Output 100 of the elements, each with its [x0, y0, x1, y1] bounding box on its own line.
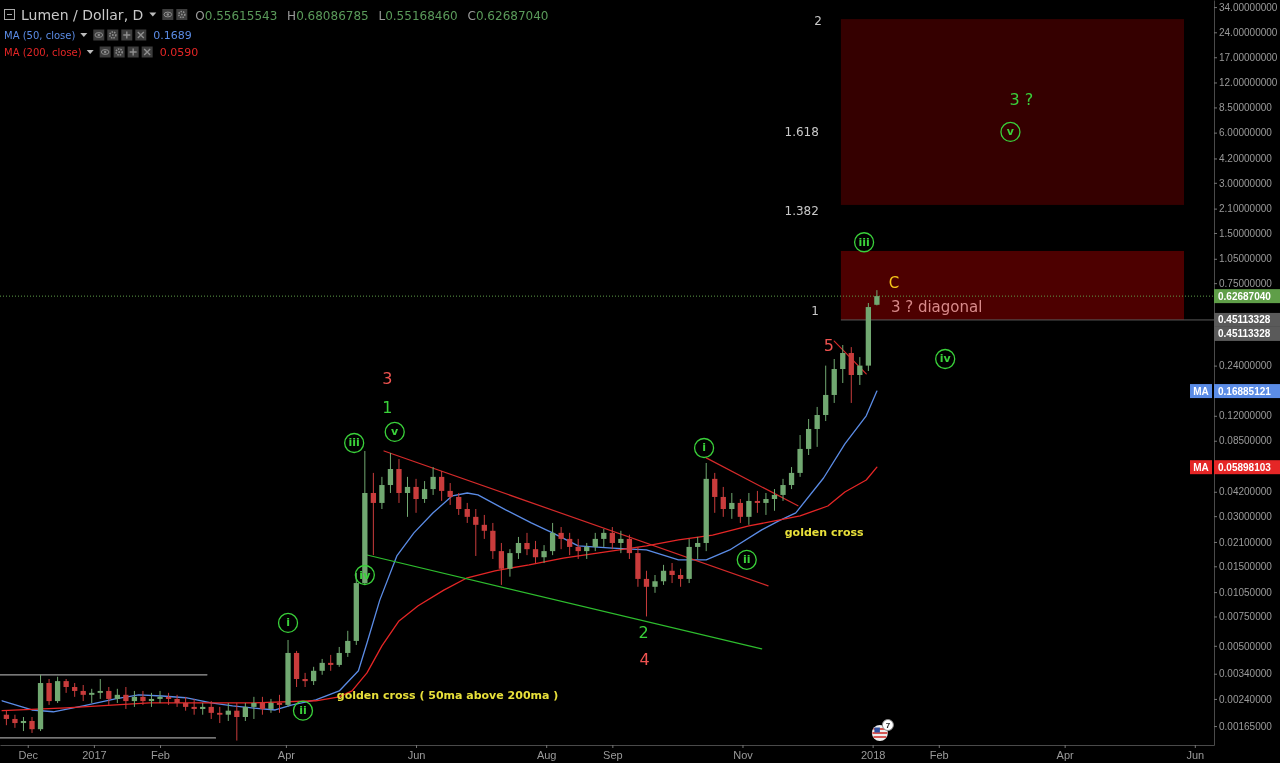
x-tick-label: Sep	[603, 748, 623, 761]
annotation: 0.0590	[159, 45, 199, 59]
y-tick-label: 24.00000000	[1219, 27, 1278, 38]
annotation: 4	[639, 649, 650, 669]
candlestick	[805, 418, 812, 456]
chart-title: Lumen / Dollar, D	[21, 6, 144, 23]
candlestick	[54, 676, 61, 704]
y-tick-label: 34.00000000	[1219, 1, 1278, 13]
y-tick-label: 0.08500000	[1219, 435, 1273, 447]
x-tick-label: Apr	[277, 748, 296, 761]
y-tick-label: 12.00000000	[1219, 77, 1278, 89]
y-tick-label: 0.01500000	[1219, 560, 1273, 572]
annotation: ii	[742, 553, 751, 567]
text: 0.45113328	[1218, 328, 1271, 340]
candlestick	[652, 574, 658, 594]
text: MA (50, close)	[4, 29, 76, 41]
candlestick	[174, 694, 180, 708]
candlestick	[97, 678, 103, 700]
annotation: i	[702, 441, 706, 455]
candlestick	[473, 508, 479, 557]
candlestick	[814, 406, 820, 448]
candlestick	[370, 472, 377, 556]
x-tick-label: Apr	[1056, 748, 1075, 761]
candlestick	[302, 672, 308, 688]
x-tick-label: 2017	[82, 748, 107, 761]
annotation: C	[888, 274, 900, 293]
candlestick	[345, 630, 351, 658]
annotation: golden cross ( 50ma above 200ma )	[336, 689, 559, 703]
y-tick-label: 4.20000000	[1219, 153, 1273, 165]
x-tick-label: Jun	[1186, 748, 1205, 761]
annotation: 1.618	[784, 125, 819, 140]
y-tick-label: 8.50000000	[1219, 102, 1273, 114]
x-tick-label: Nov	[733, 748, 754, 761]
y-tick-label: 0.00340000	[1219, 668, 1273, 680]
ref-line-label: 0.62687040	[1218, 290, 1272, 302]
y-tick-label: 2.10000000	[1219, 203, 1273, 215]
candlestick	[567, 532, 573, 556]
annotation: MA	[1193, 461, 1209, 473]
annotation: 7	[885, 720, 891, 730]
candlestick	[242, 702, 249, 722]
candlestick	[490, 522, 496, 560]
annotation: ii	[299, 704, 307, 718]
annotation: iii	[348, 436, 360, 450]
annotation: 0.1689	[153, 28, 192, 42]
candlestick	[575, 538, 581, 560]
annotation: 3 ? diagonal	[890, 298, 983, 317]
annotation: 1	[382, 398, 393, 418]
candlestick	[840, 344, 846, 384]
candlestick	[771, 488, 778, 512]
text: 0.16885121	[1218, 385, 1272, 397]
candlestick	[695, 536, 701, 560]
candlestick	[447, 482, 453, 506]
candlestick	[336, 646, 342, 668]
annotation: v	[391, 425, 400, 439]
candlestick	[797, 434, 803, 478]
candlestick	[498, 542, 505, 586]
x-tick-label: Jun	[407, 748, 426, 761]
candlestick	[29, 716, 35, 734]
candlestick	[268, 698, 274, 714]
candlestick	[404, 476, 411, 518]
candlestick	[12, 714, 18, 729]
annotation: 1	[811, 303, 819, 318]
y-tick-label: 0.02100000	[1219, 536, 1273, 548]
candlestick	[609, 526, 615, 550]
y-tick-label: 0.00500000	[1219, 640, 1273, 652]
candlestick	[532, 540, 539, 564]
candlestick	[788, 466, 795, 490]
y-tick-label: 0.75000000	[1219, 277, 1273, 289]
candlestick	[746, 492, 752, 526]
y-tick-label: 0.00750000	[1219, 611, 1273, 623]
candlestick	[524, 532, 530, 556]
y-tick-label: 6.00000000	[1219, 127, 1273, 139]
candlestick	[515, 536, 522, 560]
annotation: O0.55615543 H0.68086785 L0.55168460 C0.62687040	[195, 8, 549, 23]
x-tick-label: Feb	[929, 748, 949, 761]
candlestick	[720, 486, 726, 518]
candlestick	[379, 476, 385, 510]
annotation: 3 ?	[1009, 89, 1034, 109]
ref-line-label: 0.45113328	[1218, 314, 1271, 326]
candlestick	[660, 564, 667, 586]
annotation: 5	[823, 335, 834, 355]
candlestick	[626, 534, 633, 560]
candlestick	[763, 492, 769, 516]
x-tick-label: Aug	[536, 748, 557, 761]
candlestick	[276, 694, 283, 714]
candlestick	[677, 568, 684, 588]
candlestick	[46, 678, 52, 706]
x-tick-label: Dec	[18, 748, 39, 761]
candlestick	[823, 365, 829, 422]
candlestick	[387, 452, 394, 494]
candlestick	[848, 346, 854, 404]
candlestick	[140, 690, 146, 706]
candlestick	[310, 666, 317, 686]
y-tick-label: 0.00240000	[1219, 693, 1273, 705]
candlestick	[456, 492, 462, 516]
y-tick-label: 3.00000000	[1219, 177, 1273, 189]
annotation: 1.382	[784, 203, 819, 218]
x-tick-label: 2018	[860, 748, 886, 761]
candlestick	[396, 458, 402, 504]
candlestick	[618, 530, 624, 554]
